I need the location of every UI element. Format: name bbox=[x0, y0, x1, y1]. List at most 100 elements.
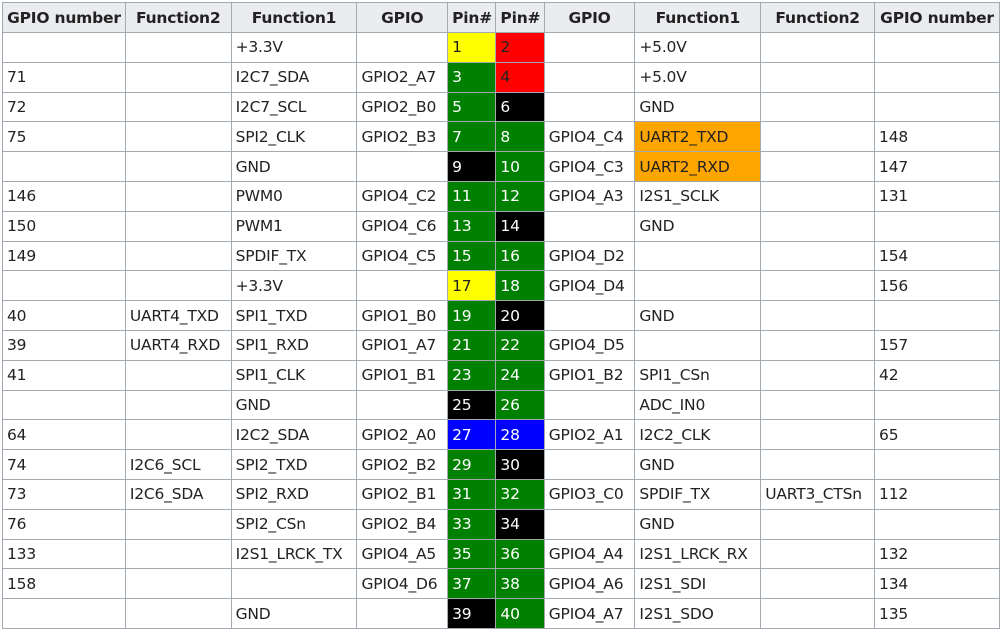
function2-left-cell bbox=[124, 508, 232, 540]
gpio-number-right-cell bbox=[874, 508, 1000, 540]
pin-left-cell: 23 bbox=[447, 359, 497, 391]
gpio-number-left-cell: 158 bbox=[2, 568, 126, 600]
function1-left-cell bbox=[230, 568, 358, 600]
gpio-number-right-cell bbox=[874, 300, 1000, 331]
gpio-left-cell bbox=[356, 389, 449, 421]
pin-left-cell: 39 bbox=[447, 598, 497, 629]
gpio-number-left-cell: 149 bbox=[2, 240, 126, 272]
function2-left-cell: UART4_RXD bbox=[124, 329, 232, 361]
function1-left-cell: SPI2_CLK bbox=[230, 121, 358, 153]
pin-left-cell: 7 bbox=[447, 121, 497, 153]
function1-left-cell: GND bbox=[230, 151, 358, 182]
gpio-number-right-cell bbox=[874, 32, 1000, 63]
gpio-number-left-cell bbox=[2, 598, 126, 629]
function1-left-cell: +3.3V bbox=[230, 270, 358, 302]
pin-left-cell: 29 bbox=[447, 449, 497, 480]
function2-right-cell bbox=[760, 389, 876, 421]
function1-right-cell: I2C2_CLK bbox=[634, 419, 762, 451]
function1-left-cell: SPI1_TXD bbox=[230, 300, 358, 331]
pin-right-cell: 12 bbox=[495, 180, 545, 212]
gpio-right-cell: GPIO4_D2 bbox=[543, 240, 636, 272]
function1-right-cell: GND bbox=[634, 508, 762, 540]
gpio-left-cell: GPIO2_B3 bbox=[356, 121, 449, 153]
function2-left-cell bbox=[124, 151, 232, 182]
gpio-right-cell: GPIO2_A1 bbox=[543, 419, 636, 451]
gpio-number-right-cell bbox=[874, 210, 1000, 242]
function2-right-cell bbox=[760, 240, 876, 272]
gpio-number-right-cell: 135 bbox=[874, 598, 1000, 629]
gpio-number-left-cell: 39 bbox=[2, 329, 126, 361]
function2-left-cell bbox=[124, 568, 232, 600]
table-row: 73 I2C6_SDA SPI2_RXD GPIO2_B1 31 32 GPIO3_C0 SP… bbox=[2, 478, 1000, 510]
gpio-right-cell: GPIO4_D4 bbox=[543, 270, 636, 302]
table-row: 76 SPI2_CSn GPIO2_B4 33 34 GND bbox=[2, 508, 1000, 540]
pin-left-cell: 33 bbox=[447, 508, 497, 540]
function2-right-cell bbox=[760, 151, 876, 182]
gpio-left-cell: GPIO1_A7 bbox=[356, 329, 449, 361]
gpio-left-cell bbox=[356, 270, 449, 302]
pin-right-cell: 8 bbox=[495, 121, 545, 153]
function2-left-cell bbox=[124, 240, 232, 272]
header-pin-right: Pin# bbox=[495, 2, 545, 33]
function2-left-cell bbox=[124, 91, 232, 123]
pin-right-cell: 2 bbox=[495, 32, 545, 63]
pin-right-cell: 26 bbox=[495, 389, 545, 421]
table-header: GPIO number Function2 Function1 GPIO Pin… bbox=[2, 2, 1000, 33]
pin-right-cell: 18 bbox=[495, 270, 545, 302]
function1-right-cell: +5.0V bbox=[634, 61, 762, 93]
function2-right-cell bbox=[760, 538, 876, 570]
pin-left-cell: 35 bbox=[447, 538, 497, 570]
gpio-right-cell: GPIO4_A3 bbox=[543, 180, 636, 212]
function1-right-cell bbox=[634, 270, 762, 302]
header-gpio-number-left: GPIO number bbox=[2, 2, 126, 33]
pin-right-cell: 40 bbox=[495, 598, 545, 629]
pin-right-cell: 36 bbox=[495, 538, 545, 570]
function1-left-cell: I2C7_SDA bbox=[230, 61, 358, 93]
gpio-right-cell: GPIO4_A4 bbox=[543, 538, 636, 570]
pin-right-cell: 4 bbox=[495, 61, 545, 93]
function1-left-cell: I2C2_SDA bbox=[230, 419, 358, 451]
gpio-number-right-cell: 131 bbox=[874, 180, 1000, 212]
function1-right-cell bbox=[634, 240, 762, 272]
table-row: +3.3V 1 2 +5.0V bbox=[2, 32, 1000, 63]
function1-right-cell: I2S1_SCLK bbox=[634, 180, 762, 212]
gpio-right-cell: GPIO4_A6 bbox=[543, 568, 636, 600]
gpio-number-right-cell: 134 bbox=[874, 568, 1000, 600]
table-row: +3.3V 17 18 GPIO4_D4 156 bbox=[2, 270, 1000, 302]
function1-right-cell: +5.0V bbox=[634, 32, 762, 63]
gpio-number-right-cell: 112 bbox=[874, 478, 1000, 510]
gpio-right-cell bbox=[543, 449, 636, 480]
function1-left-cell: GND bbox=[230, 389, 358, 421]
gpio-left-cell: GPIO2_B4 bbox=[356, 508, 449, 540]
function1-right-cell: I2S1_SDO bbox=[634, 598, 762, 629]
pin-right-cell: 30 bbox=[495, 449, 545, 480]
function2-right-cell: UART3_CTSn bbox=[760, 478, 876, 510]
gpio-left-cell: GPIO4_C6 bbox=[356, 210, 449, 242]
gpio-number-left-cell: 76 bbox=[2, 508, 126, 540]
function2-left-cell bbox=[124, 419, 232, 451]
function2-right-cell bbox=[760, 121, 876, 153]
gpio-number-left-cell: 64 bbox=[2, 419, 126, 451]
pin-right-cell: 16 bbox=[495, 240, 545, 272]
gpio-left-cell: GPIO4_D6 bbox=[356, 568, 449, 600]
function1-right-cell: SPI1_CSn bbox=[634, 359, 762, 391]
gpio-number-left-cell: 74 bbox=[2, 449, 126, 480]
gpio-number-left-cell: 73 bbox=[2, 478, 126, 510]
table-row: 71 I2C7_SDA GPIO2_A7 3 4 +5.0V bbox=[2, 61, 1000, 93]
gpio-number-left-cell: 150 bbox=[2, 210, 126, 242]
gpio-left-cell: GPIO2_B0 bbox=[356, 91, 449, 123]
header-gpio-right: GPIO bbox=[543, 2, 636, 33]
gpio-left-cell: GPIO1_B1 bbox=[356, 359, 449, 391]
pin-right-cell: 32 bbox=[495, 478, 545, 510]
gpio-left-cell: GPIO2_A0 bbox=[356, 419, 449, 451]
pin-right-cell: 20 bbox=[495, 300, 545, 331]
pin-left-cell: 9 bbox=[447, 151, 497, 182]
function2-right-cell bbox=[760, 419, 876, 451]
gpio-left-cell bbox=[356, 151, 449, 182]
function2-left-cell: UART4_TXD bbox=[124, 300, 232, 331]
pin-right-cell: 24 bbox=[495, 359, 545, 391]
function1-left-cell: I2C7_SCL bbox=[230, 91, 358, 123]
function1-left-cell: +3.3V bbox=[230, 32, 358, 63]
function1-left-cell: PWM1 bbox=[230, 210, 358, 242]
pin-left-cell: 5 bbox=[447, 91, 497, 123]
